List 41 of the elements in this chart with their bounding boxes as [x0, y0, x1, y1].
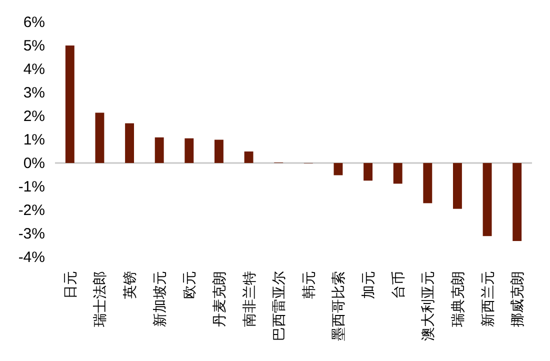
x-tick-label: 台币 — [390, 271, 406, 299]
bar — [125, 123, 134, 163]
bar — [423, 163, 432, 204]
y-tick-label: -2% — [18, 202, 45, 219]
y-tick-label: 5% — [23, 38, 45, 54]
x-tick-label: 瑞士法郎 — [92, 271, 108, 327]
x-tick-label: 挪威克朗 — [509, 271, 526, 327]
y-tick-label: 4% — [23, 61, 45, 78]
x-tick-label: 加元 — [360, 271, 376, 299]
bar — [512, 163, 522, 242]
x-tick-label: 新加坡元 — [151, 271, 168, 327]
bar — [452, 163, 462, 209]
bar — [364, 163, 373, 181]
bar — [95, 112, 104, 163]
x-tick-label: 英镑 — [122, 271, 138, 299]
y-tick-label: -3% — [18, 226, 45, 242]
x-tick-label: 欧元 — [181, 271, 198, 299]
x-tick-label: 瑞典克朗 — [449, 271, 466, 327]
bar — [184, 138, 194, 163]
y-tick-label: 2% — [23, 108, 45, 125]
y-tick-label: 3% — [23, 84, 45, 102]
x-tick-label: 韩元 — [300, 271, 316, 299]
bar — [214, 140, 224, 163]
bar — [244, 151, 254, 163]
y-tick-label: 1% — [23, 132, 45, 148]
x-tick-label: 丹麦克朗 — [210, 271, 227, 327]
x-tick-label: 南非兰特 — [240, 271, 257, 327]
bar — [154, 137, 164, 163]
bar — [65, 46, 74, 163]
x-tick-label: 墨西哥比索 — [330, 271, 346, 341]
x-tick-label: 日元 — [62, 271, 78, 299]
bar — [393, 163, 402, 184]
bar — [482, 163, 492, 236]
y-tick-label: 6% — [23, 14, 45, 31]
y-tick-label: 0% — [23, 155, 45, 172]
bar — [334, 163, 343, 176]
x-tick-label: 巴西雷亚尔 — [270, 271, 287, 341]
y-tick-label: -1% — [18, 178, 45, 196]
y-tick-label: -4% — [18, 249, 45, 266]
x-tick-label: 新西兰元 — [479, 271, 496, 327]
x-tick-label: 澳大利亚元 — [420, 271, 436, 341]
